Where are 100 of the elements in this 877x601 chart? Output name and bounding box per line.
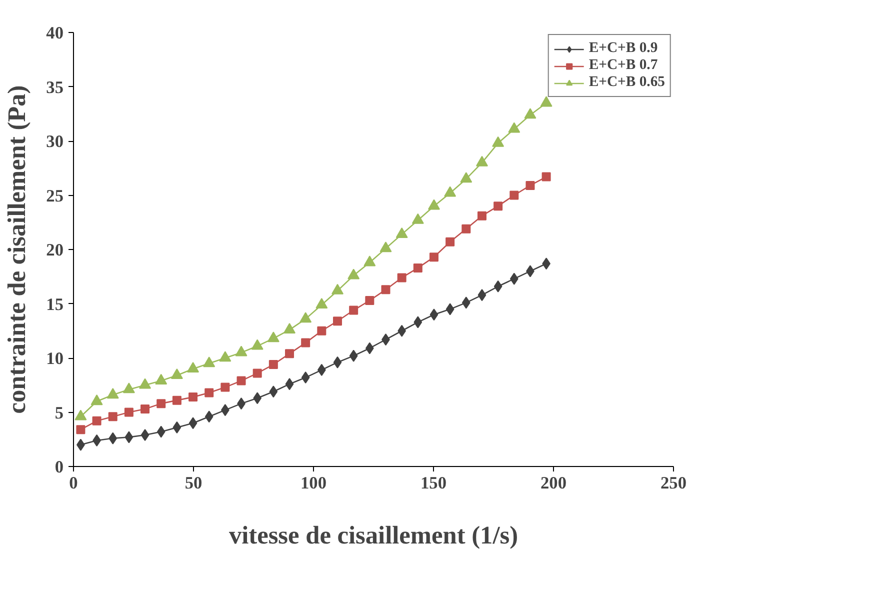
point: [301, 338, 310, 348]
point: [477, 211, 486, 220]
y-tick-label: 20: [46, 240, 64, 260]
point: [108, 432, 118, 444]
point: [76, 425, 86, 434]
point: [187, 362, 200, 373]
point: [462, 296, 470, 309]
point: [460, 172, 472, 183]
point: [284, 322, 296, 334]
point: [74, 410, 87, 420]
point: [365, 296, 374, 305]
point: [285, 349, 294, 358]
point: [333, 356, 342, 368]
y-tick-label: 10: [46, 349, 64, 368]
point: [236, 376, 246, 386]
legend-label: E+C+B 0.7: [588, 57, 658, 74]
point: [508, 122, 520, 133]
point: [317, 364, 326, 376]
point: [526, 180, 535, 190]
point: [300, 312, 312, 323]
x-tick-label: 250: [660, 474, 687, 492]
legend-label: E+C+B 0.65: [588, 74, 665, 91]
x-tick-label: 0: [69, 474, 78, 492]
point: [172, 396, 182, 405]
point: [140, 404, 150, 414]
point: [156, 426, 166, 438]
point: [172, 421, 182, 434]
point: [524, 108, 536, 119]
point: [478, 289, 486, 302]
point: [156, 399, 166, 408]
point: [219, 351, 232, 362]
point: [122, 382, 135, 394]
point: [316, 298, 328, 309]
point: [349, 350, 358, 362]
point: [446, 303, 454, 316]
point: [414, 316, 422, 328]
point: [268, 360, 278, 370]
point: [332, 284, 344, 294]
y-tick-label: 25: [46, 186, 64, 206]
point: [494, 202, 503, 211]
y-tick-label: 15: [46, 294, 64, 314]
point: [380, 242, 392, 252]
point: [140, 429, 150, 442]
point: [412, 213, 424, 224]
point: [267, 332, 280, 342]
y-tick-label: 40: [46, 24, 64, 42]
x-tick-label: 50: [184, 474, 202, 492]
point: [492, 136, 504, 147]
point: [428, 199, 440, 210]
x-axis-title: vitesse de cisaillement (1/s): [228, 522, 518, 550]
point: [235, 346, 248, 356]
point: [333, 316, 342, 326]
point: [251, 339, 264, 350]
point: [204, 388, 214, 398]
point: [510, 190, 519, 200]
point: [396, 227, 408, 238]
y-tick-label: 30: [46, 132, 64, 151]
point: [106, 388, 119, 399]
point: [430, 308, 438, 321]
point: [124, 431, 134, 444]
point: [348, 268, 360, 280]
point: [397, 273, 406, 282]
y-tick-label: 0: [54, 458, 64, 476]
point: [204, 410, 214, 423]
point: [253, 392, 262, 404]
point: [364, 256, 376, 266]
point: [220, 382, 230, 392]
point: [462, 224, 471, 234]
point: [413, 263, 422, 272]
point: [365, 342, 374, 354]
legend-label: E+C+B 0.9: [588, 40, 658, 57]
point: [90, 394, 103, 406]
point: [203, 356, 216, 368]
point: [476, 156, 488, 166]
point: [446, 237, 455, 246]
point: [494, 280, 502, 292]
point: [252, 368, 262, 378]
point: [317, 326, 326, 336]
x-tick-label: 150: [420, 474, 447, 492]
point: [429, 252, 438, 262]
point: [92, 416, 102, 426]
point: [269, 386, 278, 398]
point: [124, 408, 134, 417]
y-tick-label: 5: [54, 403, 64, 422]
point: [285, 378, 294, 390]
y-axis-title: contrainte de cisaillement (Pa): [3, 85, 32, 414]
point: [381, 285, 390, 294]
y-tick-label: 35: [46, 78, 64, 97]
point: [349, 306, 358, 315]
point: [139, 378, 152, 389]
point: [108, 412, 118, 422]
point: [542, 172, 551, 182]
point: [301, 372, 310, 384]
point: [188, 392, 198, 402]
x-tick-label: 200: [540, 474, 567, 492]
point: [444, 186, 456, 197]
x-tick-label: 100: [300, 474, 327, 492]
point: [170, 368, 183, 380]
point: [155, 374, 168, 384]
point: [188, 417, 198, 430]
